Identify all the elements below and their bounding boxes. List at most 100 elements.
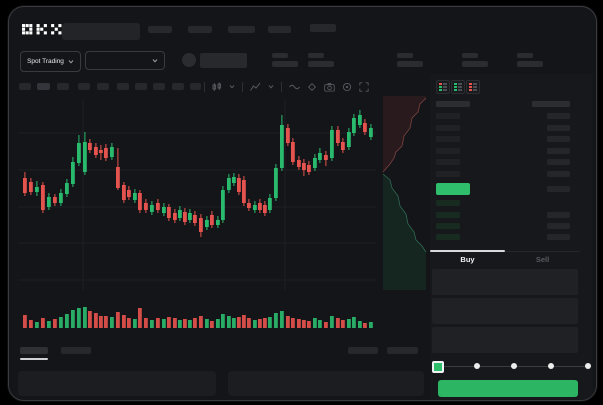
- timeframe-button[interactable]: [57, 83, 69, 90]
- header-stat: [272, 61, 298, 67]
- ask-amount-bar: [547, 136, 570, 142]
- tab-sell[interactable]: Sell: [505, 255, 580, 264]
- indicators-icon[interactable]: [250, 82, 261, 92]
- header-stat: [462, 53, 478, 58]
- timeframe-button[interactable]: [37, 83, 50, 90]
- timeframe-button[interactable]: [19, 83, 31, 90]
- ask-price-bar[interactable]: [436, 171, 460, 177]
- ask-amount-bar: [547, 125, 570, 131]
- app-window: Spot Trading: [8, 6, 597, 401]
- book-icon-line: [473, 86, 477, 88]
- order-price-field[interactable]: [432, 269, 578, 295]
- nav-item[interactable]: [228, 26, 255, 33]
- timeframe-button[interactable]: [117, 83, 129, 90]
- book-icon-line: [473, 83, 477, 85]
- ask-price-bar[interactable]: [436, 148, 460, 154]
- pair-selector-dropdown[interactable]: [85, 51, 165, 70]
- book-combined-icon[interactable]: [436, 80, 450, 94]
- fullscreen-icon[interactable]: [359, 82, 369, 92]
- last-price-badge: [436, 183, 470, 195]
- book-icon-line: [443, 89, 447, 91]
- header-stat: [308, 61, 334, 67]
- book-icon-cell: [454, 89, 457, 91]
- book-icon-line: [458, 86, 462, 88]
- trade-tabs-divider: [430, 251, 580, 252]
- book-icon-cell: [439, 89, 442, 91]
- order-amount-field[interactable]: [432, 298, 578, 324]
- order-total-field[interactable]: [432, 327, 578, 353]
- spot-trading-label: Spot Trading: [27, 58, 64, 65]
- ask-amount-bar: [547, 171, 570, 177]
- bottom-tab[interactable]: [20, 347, 48, 354]
- bottom-tab[interactable]: [61, 347, 91, 354]
- gear-icon[interactable]: [342, 82, 352, 92]
- header-stat: [462, 61, 488, 67]
- book-icon-cell: [439, 83, 442, 85]
- bid-price-bar[interactable]: [436, 223, 460, 229]
- book-icon-line: [458, 89, 462, 91]
- bottom-active-tab-underline: [20, 358, 48, 360]
- nav-item[interactable]: [310, 24, 336, 32]
- timeframe-button[interactable]: [190, 83, 201, 90]
- toolbar-divider: [281, 82, 282, 92]
- pair-title-placeholder: [200, 53, 247, 68]
- book-icon-cell: [469, 86, 472, 88]
- nav-item[interactable]: [268, 26, 291, 33]
- bid-price-bar[interactable]: [436, 200, 460, 206]
- coin-avatar: [182, 53, 196, 67]
- book-icon-line: [443, 83, 447, 85]
- wave-drawing-icon[interactable]: [289, 83, 300, 91]
- header-stat: [517, 53, 533, 58]
- book-asks-icon[interactable]: [466, 80, 480, 94]
- tab-buy-label: Buy: [460, 255, 475, 264]
- toolbar-divider: [204, 82, 205, 92]
- header-stat: [272, 53, 288, 58]
- chevron-down-icon: [68, 59, 74, 64]
- toolbar-divider: [242, 82, 243, 92]
- timeframe-button[interactable]: [97, 83, 109, 90]
- book-icon-cell: [469, 89, 472, 91]
- nav-item[interactable]: [148, 26, 172, 33]
- last-price-amount-bar: [547, 186, 570, 192]
- bid-amount-bar: [547, 223, 570, 229]
- header-stat: [517, 61, 543, 67]
- ask-price-bar[interactable]: [436, 159, 460, 165]
- timeframe-button[interactable]: [135, 83, 147, 90]
- slider-stop[interactable]: [548, 363, 554, 369]
- header-stat: [397, 61, 423, 67]
- bottom-panel: [18, 371, 216, 396]
- slider-stop[interactable]: [585, 363, 591, 369]
- timeframe-button[interactable]: [153, 83, 165, 90]
- slider-stop[interactable]: [474, 363, 480, 369]
- bid-amount-bar: [547, 234, 570, 240]
- tab-buy[interactable]: Buy: [430, 255, 505, 264]
- ask-price-bar[interactable]: [436, 125, 460, 131]
- ask-amount-bar: [547, 148, 570, 154]
- chevron-down-icon[interactable]: [268, 85, 274, 89]
- ask-price-bar[interactable]: [436, 136, 460, 142]
- nav-item[interactable]: [188, 26, 212, 33]
- slider-stop[interactable]: [511, 363, 517, 369]
- chevron-down-icon: [152, 58, 158, 63]
- bid-price-bar[interactable]: [436, 234, 460, 240]
- ask-price-bar[interactable]: [436, 113, 460, 119]
- chevron-down-icon[interactable]: [229, 85, 235, 89]
- book-icon-line: [458, 83, 462, 85]
- eraser-icon[interactable]: [307, 82, 317, 92]
- book-icon-line: [473, 89, 477, 91]
- bid-price-bar[interactable]: [436, 212, 460, 218]
- bottom-tab[interactable]: [348, 347, 378, 354]
- amount-slider-handle[interactable]: [432, 361, 444, 373]
- submit-buy-button[interactable]: [438, 380, 578, 397]
- camera-icon[interactable]: [324, 82, 335, 92]
- header-stat: [397, 53, 413, 58]
- ask-amount-bar: [547, 159, 570, 165]
- spot-trading-menu[interactable]: Spot Trading: [20, 51, 81, 72]
- candle-style-icon[interactable]: [212, 82, 222, 92]
- candlestick-chart[interactable]: [8, 6, 597, 401]
- book-bids-icon[interactable]: [451, 80, 465, 94]
- search-input[interactable]: [62, 23, 140, 40]
- bottom-tab[interactable]: [387, 347, 418, 354]
- timeframe-button[interactable]: [78, 83, 90, 90]
- timeframe-button[interactable]: [172, 83, 184, 90]
